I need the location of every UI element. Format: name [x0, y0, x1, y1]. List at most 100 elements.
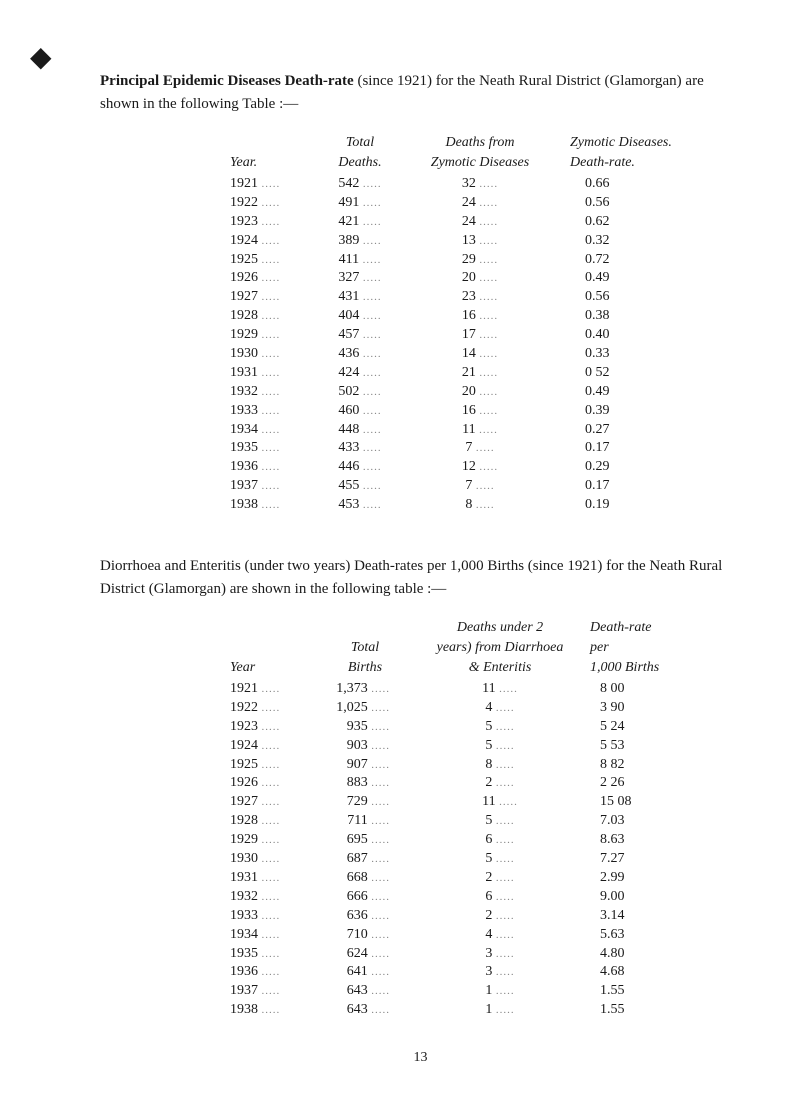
- t1-year: 1924 .....: [230, 232, 310, 251]
- t2-year: 1924 .....: [230, 737, 310, 756]
- intro-paragraph-1: Principal Epidemic Diseases Death-rate (…: [100, 70, 741, 115]
- t2-deaths: 2 .....: [420, 907, 580, 926]
- t1-rate: 0.56: [550, 288, 710, 307]
- t2-rate: 1.55: [580, 1001, 700, 1020]
- t2-births: 710 .....: [310, 926, 420, 945]
- t2-deaths: 4 .....: [420, 926, 580, 945]
- t1-header-rate: Death-rate.: [550, 155, 710, 171]
- t2-rate: 3.14: [580, 907, 700, 926]
- t1-deaths: 491 .....: [310, 194, 410, 213]
- t2-deaths: 5 .....: [420, 737, 580, 756]
- t1-zymotic: 29 .....: [410, 251, 550, 270]
- t1-year: 1936 .....: [230, 458, 310, 477]
- t2-births: 903 .....: [310, 737, 420, 756]
- t1-rate: 0.33: [550, 345, 710, 364]
- t1-deaths: 327 .....: [310, 269, 410, 288]
- page-number: 13: [100, 1050, 741, 1066]
- t1-zymotic: 8 .....: [410, 496, 550, 515]
- t2-births: 711 .....: [310, 812, 420, 831]
- t1-zymotic: 20 .....: [410, 269, 550, 288]
- table-row: 1936 .....446 .....12 .....0.29: [230, 458, 741, 477]
- t1-year: 1932 .....: [230, 383, 310, 402]
- t1-year: 1922 .....: [230, 194, 310, 213]
- table-enteritis: Deaths under 2 Death-rate Total years) f…: [230, 620, 741, 1020]
- t1-rate: 0.19: [550, 496, 710, 515]
- t1-header-zymotic: Zymotic Diseases: [410, 155, 550, 171]
- t1-year: 1928 .....: [230, 307, 310, 326]
- t2-year: 1935 .....: [230, 945, 310, 964]
- t2-rate: 15 08: [580, 793, 700, 812]
- table-row: 1937 .....455 .....7 .....0.17: [230, 477, 741, 496]
- t1-zymotic: 13 .....: [410, 232, 550, 251]
- t1-rate: 0.49: [550, 269, 710, 288]
- t2-header-under2-2: years) from Diarrhoea: [420, 640, 580, 656]
- t1-year: 1934 .....: [230, 421, 310, 440]
- t2-births: 687 .....: [310, 850, 420, 869]
- t2-rate: 7.27: [580, 850, 700, 869]
- table-row: 1930 .....436 .....14 .....0.33: [230, 345, 741, 364]
- t2-year: 1933 .....: [230, 907, 310, 926]
- table-row: 1931 .....424 .....21 .....0 52: [230, 364, 741, 383]
- t1-deaths: 436 .....: [310, 345, 410, 364]
- t1-zymotic: 24 .....: [410, 194, 550, 213]
- t2-births: 668 .....: [310, 869, 420, 888]
- t2-rate: 5 53: [580, 737, 700, 756]
- t1-deaths: 448 .....: [310, 421, 410, 440]
- t1-year: 1930 .....: [230, 345, 310, 364]
- table-row: 1921 .....1,373 .....11 .....8 00: [230, 680, 741, 699]
- t1-year: 1923 .....: [230, 213, 310, 232]
- t2-deaths: 5 .....: [420, 718, 580, 737]
- t1-year: 1935 .....: [230, 439, 310, 458]
- t2-deaths: 2 .....: [420, 774, 580, 793]
- table-row: 1935 .....624 .....3 .....4.80: [230, 945, 741, 964]
- table-row: 1923 .....421 .....24 .....0.62: [230, 213, 741, 232]
- t2-births: 643 .....: [310, 982, 420, 1001]
- t2-rate: 2.99: [580, 869, 700, 888]
- t2-rate: 4.68: [580, 963, 700, 982]
- t1-header-zdiseases: Zymotic Diseases.: [550, 135, 710, 151]
- t1-zymotic: 16 .....: [410, 307, 550, 326]
- t2-deaths: 6 .....: [420, 831, 580, 850]
- t1-year: 1938 .....: [230, 496, 310, 515]
- table-row: 1927 .....431 .....23 .....0.56: [230, 288, 741, 307]
- table-row: 1934 .....448 .....11 .....0.27: [230, 421, 741, 440]
- t2-year: 1936 .....: [230, 963, 310, 982]
- t2-year: 1937 .....: [230, 982, 310, 1001]
- table-row: 1931 .....668 .....2 .....2.99: [230, 869, 741, 888]
- t2-deaths: 1 .....: [420, 1001, 580, 1020]
- intro-paragraph-2: Diorrhoea and Enteritis (under two years…: [100, 555, 741, 600]
- t1-zymotic: 21 .....: [410, 364, 550, 383]
- t2-rate: 1.55: [580, 982, 700, 1001]
- t2-header-births: Births: [310, 660, 420, 676]
- t2-rate: 3 90: [580, 699, 700, 718]
- t2-year: 1926 .....: [230, 774, 310, 793]
- t2-deaths: 5 .....: [420, 850, 580, 869]
- t2-deaths: 6 .....: [420, 888, 580, 907]
- t2-deaths: 3 .....: [420, 963, 580, 982]
- t2-rate: 7.03: [580, 812, 700, 831]
- page-marker: ◆: [30, 40, 52, 74]
- t1-zymotic: 12 .....: [410, 458, 550, 477]
- t2-rate: 9.00: [580, 888, 700, 907]
- t2-deaths: 2 .....: [420, 869, 580, 888]
- table-row: 1929 .....695 .....6 .....8.63: [230, 831, 741, 850]
- table-row: 1921 .....542 .....32 .....0.66: [230, 175, 741, 194]
- t1-zymotic: 7 .....: [410, 477, 550, 496]
- table-row: 1928 .....404 .....16 .....0.38: [230, 307, 741, 326]
- t1-rate: 0.29: [550, 458, 710, 477]
- t2-header-rate-1: Death-rate: [580, 620, 700, 636]
- table-row: 1928 .....711 .....5 .....7.03: [230, 812, 741, 831]
- t2-rate: 2 26: [580, 774, 700, 793]
- t2-deaths: 1 .....: [420, 982, 580, 1001]
- table-row: 1926 .....883 .....2 .....2 26: [230, 774, 741, 793]
- t2-year: 1929 .....: [230, 831, 310, 850]
- t2-year: 1928 .....: [230, 812, 310, 831]
- t1-deaths: 404 .....: [310, 307, 410, 326]
- t1-rate: 0.17: [550, 439, 710, 458]
- t2-year: 1938 .....: [230, 1001, 310, 1020]
- t2-deaths: 3 .....: [420, 945, 580, 964]
- t1-deaths: 424 .....: [310, 364, 410, 383]
- t2-year: 1925 .....: [230, 756, 310, 775]
- table-row: 1929 .....457 .....17 .....0.40: [230, 326, 741, 345]
- t2-rate: 4.80: [580, 945, 700, 964]
